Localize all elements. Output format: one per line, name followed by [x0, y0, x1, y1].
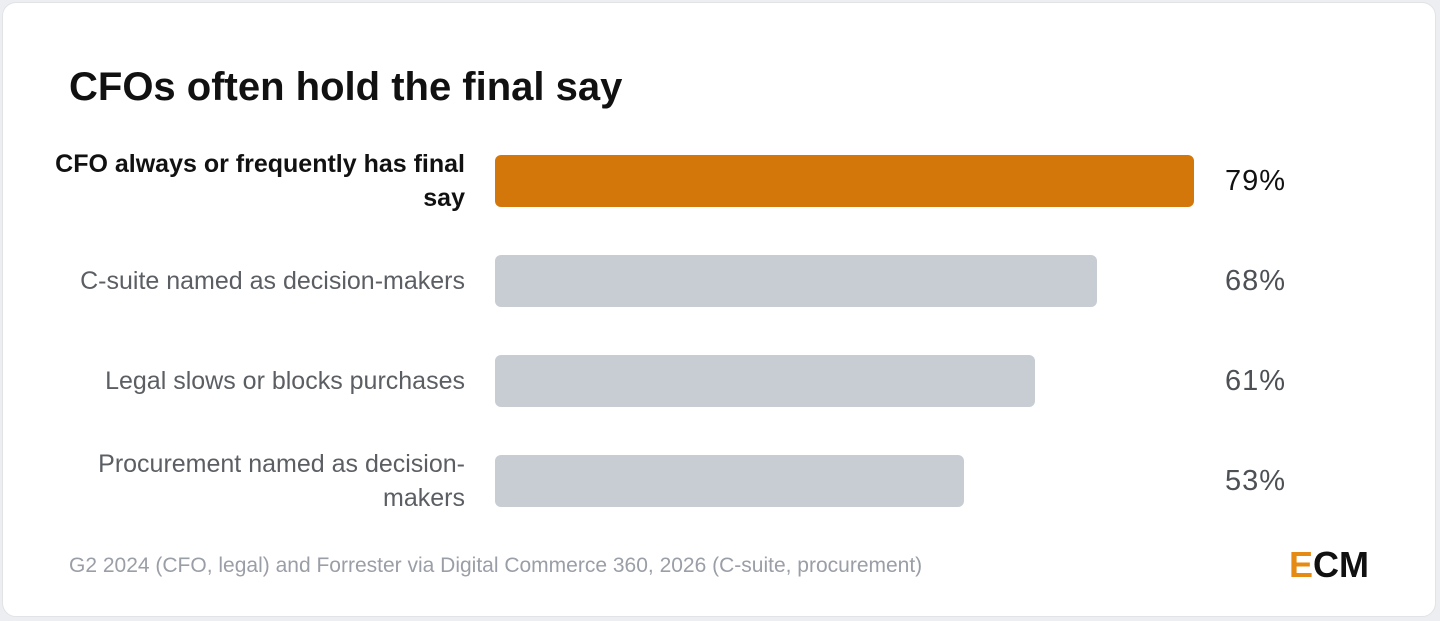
bar-track [495, 455, 1265, 507]
bar-row: Legal slows or blocks purchases 61% [3, 341, 1437, 421]
category-label: CFO always or frequently has final say [55, 150, 465, 212]
ecm-logo: ECM [1289, 545, 1369, 585]
category-label: C-suite named as decision-makers [80, 267, 465, 295]
value-label: 53% [1225, 465, 1287, 497]
logo-rest: CM [1313, 544, 1370, 585]
category-label: Legal slows or blocks purchases [105, 367, 465, 395]
value-label: 61% [1225, 365, 1287, 397]
bar-track [495, 155, 1265, 207]
bar [495, 155, 1194, 207]
bar [495, 255, 1097, 307]
value-label: 68% [1225, 265, 1287, 297]
bar-track [495, 355, 1265, 407]
chart-title: CFOs often hold the final say [69, 65, 623, 109]
source-note: G2 2024 (CFO, legal) and Forrester via D… [69, 554, 923, 577]
logo-accent-letter: E [1289, 544, 1314, 585]
value-label: 79% [1225, 165, 1287, 197]
category-label: Procurement named as decision-makers [98, 450, 465, 512]
bar [495, 355, 1035, 407]
bar [495, 455, 964, 507]
bar-track [495, 255, 1265, 307]
bar-row: CFO always or frequently has final say 79… [3, 141, 1437, 221]
bar-row: Procurement named as decision-makers 53% [3, 441, 1437, 521]
bar-row: C-suite named as decision-makers 68% [3, 241, 1437, 321]
